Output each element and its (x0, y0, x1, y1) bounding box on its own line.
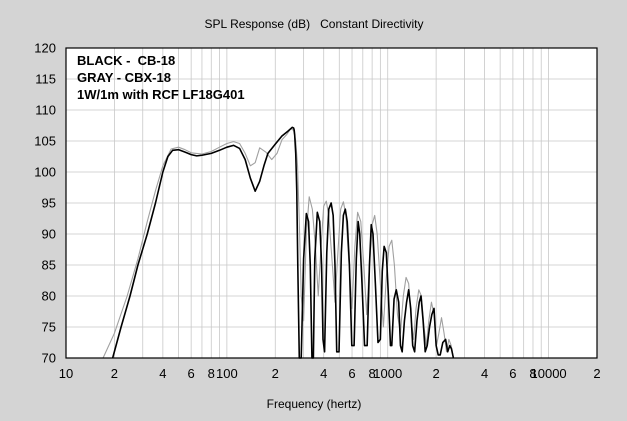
annotation-black: BLACK - CB-18 (77, 53, 175, 68)
x-tick-label: 4 (481, 366, 488, 381)
x-tick-label: 2 (433, 366, 440, 381)
annotation-gray: GRAY - CBX-18 (77, 70, 171, 85)
y-tick-label: 120 (34, 41, 56, 56)
y-tick-label: 115 (35, 72, 56, 87)
series-line-gray (102, 128, 454, 359)
legend-annotation: BLACK - CB-18 GRAY - CBX-18 1W/1m with R… (77, 53, 245, 102)
annotation-condition: 1W/1m with RCF LF18G401 (77, 87, 245, 102)
x-tick-label: 4 (320, 366, 327, 381)
x-tick-label: 8 (208, 366, 215, 381)
x-tick-label: 6 (188, 366, 195, 381)
x-tick-label: 2 (593, 366, 600, 381)
y-tick-label: 110 (35, 103, 56, 118)
plot-border (65, 47, 598, 359)
x-tick-label: 2 (111, 366, 118, 381)
y-tick-label: 90 (42, 227, 56, 242)
x-tick-label: 4 (159, 366, 166, 381)
y-tick-label: 70 (42, 351, 56, 366)
y-tick-label: 75 (42, 320, 56, 335)
y-tick-label: 80 (42, 289, 56, 304)
x-tick-label: 2 (272, 366, 279, 381)
x-tick-label: 8 (369, 366, 376, 381)
x-tick-label: 1000 (373, 366, 402, 381)
x-tick-label: 6 (509, 366, 516, 381)
x-tick-label: 10 (59, 366, 73, 381)
x-tick-label: 8 (529, 366, 536, 381)
y-axis: 70 75 80 85 90 95 100 105 110 115 120 (34, 41, 56, 366)
series-group (102, 126, 455, 359)
x-tick-label: 100 (216, 366, 238, 381)
chart-title: SPL Response (dB) Constant Directivity (205, 17, 424, 31)
y-tick-label: 100 (34, 165, 56, 180)
series-line-black (111, 126, 455, 359)
y-tick-label: 105 (34, 134, 56, 149)
y-tick-label: 95 (42, 196, 56, 211)
x-axis-label: Frequency (hertz) (267, 397, 362, 411)
x-tick-label: 6 (348, 366, 355, 381)
y-tick-label: 85 (42, 258, 56, 273)
x-tick-label: 10000 (531, 366, 567, 381)
